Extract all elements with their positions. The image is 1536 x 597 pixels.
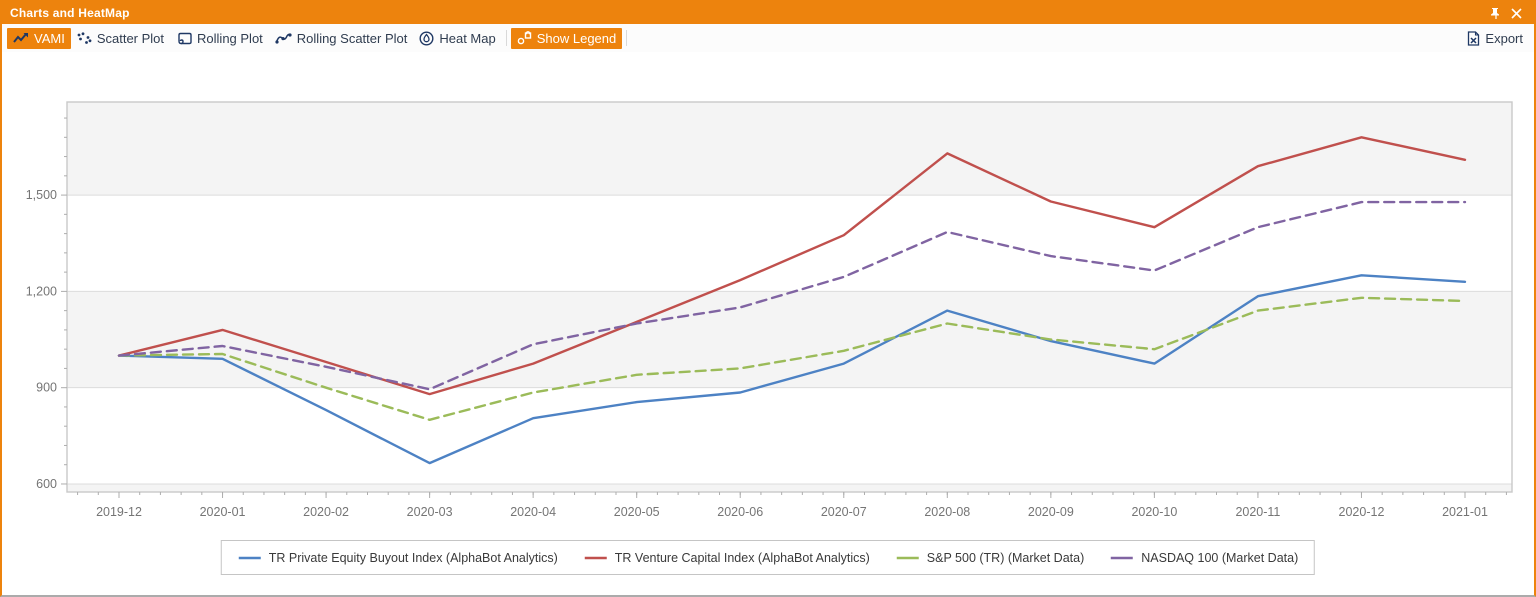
toolbar-separator	[626, 30, 628, 46]
tab-rolling-plot[interactable]: Rolling Plot	[170, 28, 269, 49]
legend-line-sample	[584, 556, 607, 559]
svg-text:2020-12: 2020-12	[1339, 505, 1385, 519]
show-legend-icon	[517, 31, 531, 45]
svg-text:2020-09: 2020-09	[1028, 505, 1074, 519]
tab-scatter-plot[interactable]: Scatter Plot	[71, 28, 170, 49]
svg-text:2020-06: 2020-06	[717, 505, 763, 519]
svg-text:2019-12: 2019-12	[96, 505, 142, 519]
chart-toolbar: VAMI Scatter Plot Rolling Plot Rolling S…	[2, 24, 1534, 52]
scatter-plot-icon	[77, 31, 92, 44]
legend-entry: TR Private Equity Buyout Index (AlphaBot…	[238, 551, 558, 565]
chart-legend: TR Private Equity Buyout Index (AlphaBot…	[220, 540, 1316, 575]
export-button[interactable]: Export	[1461, 28, 1529, 49]
rolling-plot-icon	[178, 32, 192, 44]
legend-entry: TR Venture Capital Index (AlphaBot Analy…	[584, 551, 870, 565]
legend-entry: NASDAQ 100 (Market Data)	[1110, 551, 1298, 565]
svg-text:2020-04: 2020-04	[510, 505, 556, 519]
tab-heat-map[interactable]: Heat Map	[413, 28, 501, 49]
heat-map-icon	[419, 30, 434, 46]
legend-entry: S&P 500 (TR) (Market Data)	[896, 551, 1084, 565]
legend-label: TR Private Equity Buyout Index (AlphaBot…	[268, 550, 558, 565]
rolling-scatter-plot-icon	[275, 32, 292, 44]
svg-text:2020-03: 2020-03	[407, 505, 453, 519]
legend-line-sample	[1111, 556, 1134, 559]
svg-text:900: 900	[36, 381, 57, 395]
tab-vami[interactable]: VAMI	[7, 27, 71, 49]
svg-text:2020-08: 2020-08	[924, 505, 970, 519]
legend-label: NASDAQ 100 (Market Data)	[1141, 550, 1299, 565]
tab-rolling-scatter-plot[interactable]: Rolling Scatter Plot	[269, 28, 414, 49]
toggle-show-legend[interactable]: Show Legend	[510, 27, 623, 49]
legend-label: S&P 500 (TR) (Market Data)	[926, 550, 1085, 565]
svg-text:1,500: 1,500	[26, 188, 57, 202]
chart-area: 600 900 1,200 1,500 2019-12 2020-01 2020-02 202…	[2, 52, 1534, 595]
close-icon[interactable]	[1506, 4, 1526, 22]
pin-icon[interactable]	[1486, 4, 1506, 22]
toolbar-separator	[505, 30, 507, 46]
svg-text:2020-07: 2020-07	[821, 505, 867, 519]
svg-text:2020-01: 2020-01	[200, 505, 246, 519]
svg-text:2021-01: 2021-01	[1442, 505, 1488, 519]
svg-text:600: 600	[36, 477, 57, 491]
vami-line-chart[interactable]: 600 900 1,200 1,500 2019-12 2020-01 2020-02 202…	[2, 52, 1534, 595]
window-title: Charts and HeatMap	[10, 6, 130, 20]
export-excel-icon	[1468, 30, 1480, 46]
legend-line-sample	[896, 556, 919, 559]
title-bar: Charts and HeatMap	[2, 2, 1534, 24]
svg-text:2020-11: 2020-11	[1235, 505, 1280, 519]
legend-label: TR Venture Capital Index (AlphaBot Analy…	[614, 550, 870, 565]
svg-text:1,200: 1,200	[26, 284, 57, 298]
svg-text:2020-02: 2020-02	[303, 505, 349, 519]
svg-text:2020-05: 2020-05	[614, 505, 660, 519]
line-chart-icon	[13, 33, 28, 43]
svg-text:2020-10: 2020-10	[1131, 505, 1177, 519]
legend-line-sample	[238, 556, 261, 559]
